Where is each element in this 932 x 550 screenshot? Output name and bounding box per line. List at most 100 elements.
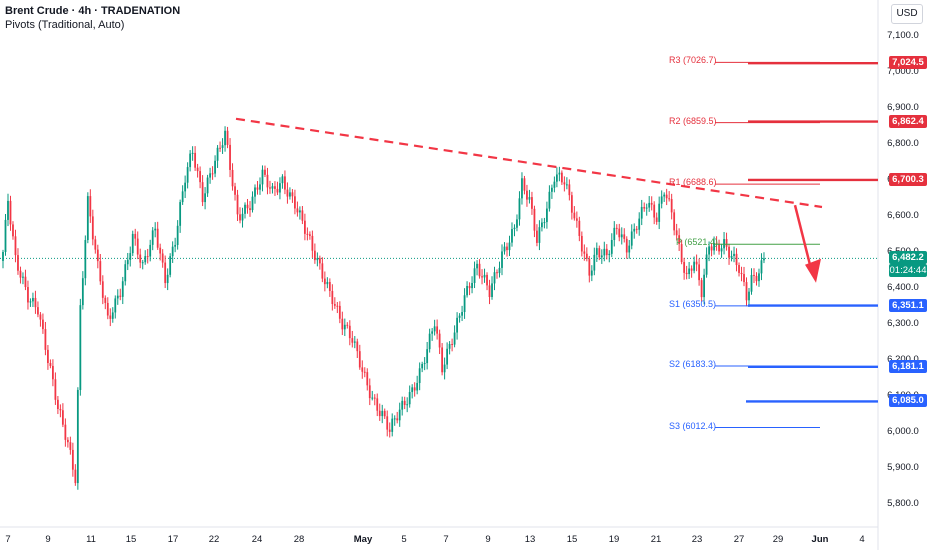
time-axis-label: 27 — [733, 534, 745, 545]
candle-body — [456, 317, 458, 333]
candle-body — [66, 439, 69, 443]
candle-body — [650, 202, 653, 205]
candle-body — [411, 387, 414, 393]
candle-body — [743, 274, 745, 283]
candle-body — [538, 227, 541, 243]
candle-body — [635, 228, 638, 230]
price-tag-s2: 6,181.1 — [889, 359, 927, 373]
trendline[interactable] — [235, 117, 823, 209]
candle-body — [71, 449, 74, 470]
candle-body — [610, 239, 613, 254]
time-axis-label: 22 — [208, 534, 220, 545]
candle-body — [583, 251, 586, 254]
candle-body — [588, 258, 591, 276]
candle-body — [156, 228, 159, 248]
candle-body — [438, 333, 441, 348]
candle-body — [593, 254, 596, 271]
candle-body — [675, 230, 678, 236]
candle-body — [620, 234, 623, 238]
candle-body — [234, 186, 236, 195]
candle-body — [648, 202, 651, 208]
candle-body — [301, 210, 304, 221]
time-axis-label: 15 — [566, 534, 578, 545]
candle-body — [645, 207, 648, 209]
candle-body — [448, 343, 451, 349]
price-axis-label: 6,000.0 — [887, 426, 919, 437]
pivot-label-s1: S1 (6350.5) — [669, 298, 717, 309]
pivot-lines — [715, 61, 878, 429]
currency-button[interactable]: USD — [891, 4, 923, 24]
candle-body — [511, 229, 513, 243]
candle-body — [640, 206, 643, 219]
candle-body — [64, 424, 67, 440]
candle-body — [126, 259, 129, 265]
candle-body — [658, 203, 661, 222]
candle-body — [605, 248, 608, 256]
candle-body — [708, 246, 710, 255]
candle-body — [199, 171, 202, 183]
candle-body — [209, 173, 211, 178]
candle-body — [563, 182, 566, 185]
candle-body — [526, 190, 528, 200]
candle-body — [725, 239, 728, 247]
candle-body — [710, 246, 713, 251]
candle-body — [548, 191, 551, 209]
candle-body — [733, 253, 735, 256]
candle-body — [486, 274, 488, 286]
candle-body — [323, 278, 326, 285]
candle-body — [249, 208, 251, 211]
time-axis-label: 7 — [5, 534, 11, 545]
candle-body — [463, 295, 466, 313]
candle-body — [109, 315, 112, 319]
candle-body — [104, 297, 107, 303]
candle-body — [555, 174, 558, 182]
candle-body — [598, 248, 601, 258]
candle-body — [303, 220, 306, 234]
candle-body — [274, 186, 276, 189]
candle-body — [653, 204, 656, 218]
candle-body — [52, 365, 54, 380]
candle-body — [186, 167, 189, 183]
candle-body — [246, 204, 249, 209]
candle-body — [184, 182, 187, 192]
candle-body — [136, 238, 139, 255]
candle-body — [338, 305, 341, 319]
candle-body — [333, 304, 336, 306]
candle-body — [174, 244, 177, 247]
candle-body — [206, 177, 209, 194]
candle-body — [313, 250, 316, 261]
candle-body — [618, 228, 621, 238]
projection-arrow-shaft — [793, 204, 813, 270]
candle-body — [570, 195, 573, 213]
candle-body — [476, 263, 478, 269]
candle-body — [663, 194, 666, 197]
candle-body — [446, 348, 449, 365]
candle-body — [91, 216, 94, 240]
candle-body — [47, 349, 49, 364]
candle-body — [543, 222, 546, 224]
candle-body — [49, 363, 52, 366]
candle-body — [201, 182, 204, 203]
candle-body — [14, 236, 17, 256]
candle-body — [306, 233, 309, 235]
pivot-label-s3: S3 (6012.4) — [669, 420, 717, 431]
candle-body — [615, 227, 618, 229]
candle-body — [296, 208, 299, 213]
candle-body — [715, 243, 718, 245]
candle-body — [498, 267, 501, 274]
candle-body — [119, 295, 122, 297]
candle-body — [396, 418, 399, 421]
candle-body — [738, 265, 740, 273]
candle-body — [416, 382, 419, 391]
candle-body — [376, 398, 379, 411]
pivot-label-r2: R2 (6859.5) — [669, 115, 717, 126]
candle-body — [294, 196, 296, 209]
candle-body — [521, 178, 523, 199]
candle-body — [473, 268, 476, 283]
candle-body — [12, 224, 14, 237]
candle-body — [291, 192, 294, 197]
candle-body — [693, 261, 696, 271]
candle-body — [668, 198, 671, 200]
time-axis-label: Jun — [811, 534, 829, 545]
